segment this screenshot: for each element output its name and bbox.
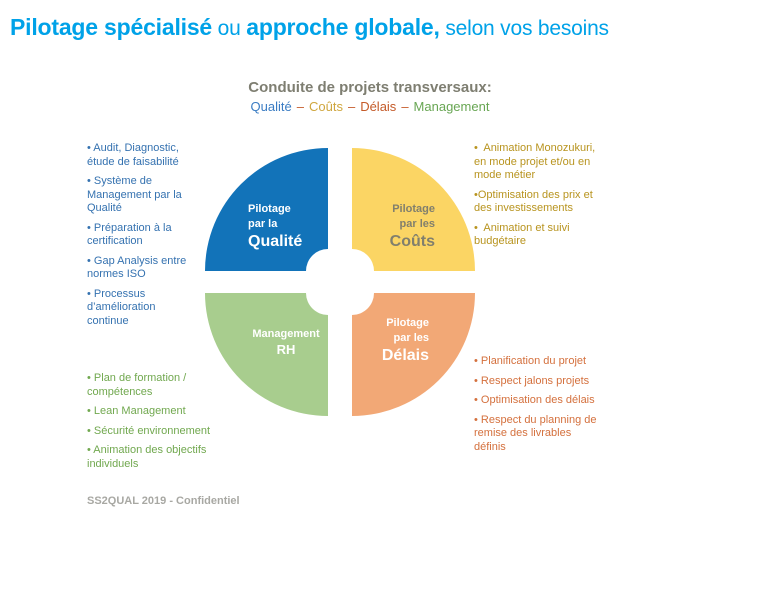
quadrant-label-management-rh: Management RH	[234, 327, 338, 358]
list-item: • Respect jalons projets	[474, 374, 590, 387]
quadrant-couts-shape	[352, 148, 475, 271]
list-couts: • Animation Monozukuri, en mode projet e…	[474, 142, 606, 255]
list-item: • Système de Management par la Qualité	[87, 175, 185, 214]
quadrant-label-delais: Pilotage par les Délais	[349, 316, 429, 365]
keyword-separator: –	[401, 99, 409, 114]
keyword-separator: –	[347, 99, 356, 114]
list-item: • Lean Management	[87, 405, 186, 417]
quadrant-label-line: Pilotage	[248, 203, 291, 215]
quadrant-label-qualite: Pilotage par la Qualité	[248, 202, 302, 251]
quadrant-label-couts: Pilotage par les Coûts	[355, 202, 435, 251]
keyword-management: Management	[413, 99, 490, 114]
quadrant-wheel-diagram	[205, 148, 475, 416]
quadrant-label-line: Management	[252, 328, 320, 340]
list-item: • Gap Analysis entre normes ISO	[87, 254, 190, 281]
title-bold-1: Pilotage spécialisé	[10, 14, 213, 40]
diagram-heading: Conduite de projets transversaux: Qualit…	[170, 79, 570, 114]
list-management-rh: • Plan de formation / compétences • Lean …	[87, 372, 219, 477]
quadrant-label-main: Qualité	[248, 233, 303, 250]
list-item: • Plan de formation / compétences	[87, 372, 190, 398]
keyword-couts: Coûts	[308, 99, 343, 114]
quadrant-qualite-shape	[205, 148, 328, 271]
list-item: • Animation des objectifs individuels	[87, 444, 210, 470]
quadrant-label-line: par les	[399, 218, 435, 230]
quadrant-label-main: Coûts	[389, 233, 435, 250]
list-delais: • Planification du projet • Respect jalon…	[474, 355, 600, 460]
list-item: • Planification du projet	[474, 355, 587, 367]
list-item: • Respect du planning de remise des livr…	[474, 413, 600, 453]
list-item: • Préparation à la certification	[87, 221, 175, 248]
quadrant-management-shape	[205, 293, 328, 416]
list-item: • Sécurité environnement	[87, 424, 211, 437]
keyword-qualite: Qualité	[250, 99, 292, 114]
quadrant-label-line: Pilotage	[392, 203, 435, 215]
list-item: • Animation Monozukuri, en mode projet e…	[474, 142, 599, 181]
title-regular-1: ou	[212, 17, 247, 40]
quadrant-delais-shape	[352, 293, 475, 416]
quadrant-label-line: par la	[248, 218, 278, 230]
keyword-separator: –	[296, 99, 304, 114]
keyword-delais: Délais	[360, 99, 397, 114]
quadrant-label-main: Délais	[381, 347, 429, 364]
diagram-heading-keywords: Qualité – Coûts – Délais – Management	[170, 99, 570, 114]
quadrant-label-line: Pilotage	[386, 317, 429, 329]
list-item: • Processus d’amélioration continue	[87, 287, 159, 327]
list-qualite: • Audit, Diagnostic, étude de faisabilit…	[87, 142, 199, 334]
quadrant-label-line: par les	[393, 332, 429, 344]
footer-confidential: SS2QUAL 2019 - Confidentiel	[87, 495, 240, 507]
list-item: • Audit, Diagnostic, étude de faisabilit…	[87, 142, 182, 168]
list-item: • Animation et suivi budgétaire	[474, 221, 573, 248]
quadrant-label-main: RH	[276, 342, 296, 357]
list-item: • Optimisation des délais	[474, 394, 595, 406]
list-item: •Optimisation des prix et des investisse…	[474, 188, 596, 215]
diagram-heading-title: Conduite de projets transversaux:	[248, 79, 492, 96]
title-regular-2: selon vos besoins	[439, 17, 609, 40]
page-title: Pilotage spécialisé ou approche globale,…	[10, 14, 609, 41]
title-bold-2: approche globale,	[246, 14, 440, 40]
